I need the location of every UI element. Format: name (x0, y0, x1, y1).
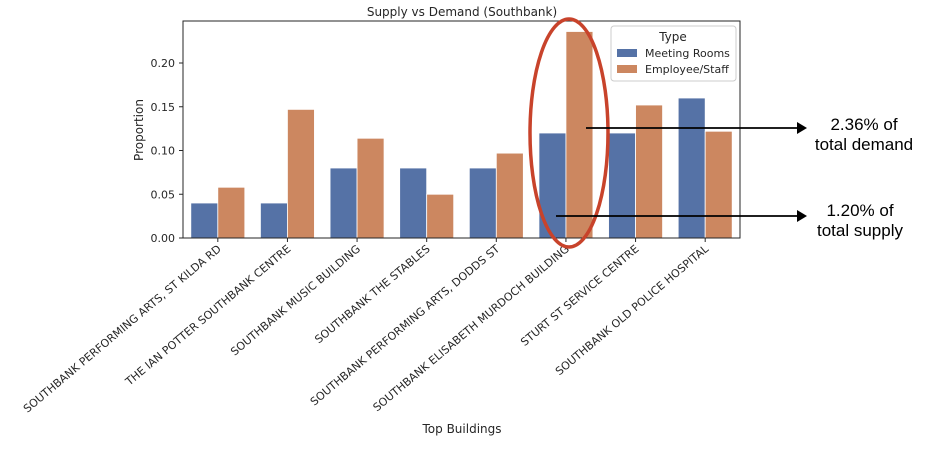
bar-employee-staff-2 (356, 137, 385, 239)
annotation-arrowhead-supply (797, 210, 807, 222)
bar-meeting-rooms-4 (468, 167, 497, 239)
bar-employee-staff-1 (287, 108, 315, 239)
chart-title: Supply vs Demand (Southbank) (367, 5, 557, 19)
y-tick-label: 0.05 (151, 188, 176, 201)
annotation-demand-line2: total demand (815, 135, 913, 154)
bar-meeting-rooms-0 (190, 202, 219, 239)
legend-swatch-meeting-rooms (617, 49, 637, 57)
legend-label-meeting-rooms: Meeting Rooms (645, 47, 730, 60)
x-tick-label-southbank-old-police-hospital: SOUTHBANK OLD POLICE HOSPITAL (553, 242, 712, 378)
y-tick-label: 0.15 (151, 101, 176, 114)
y-tick-label: 0.00 (151, 232, 176, 245)
bars-group (190, 31, 733, 239)
y-tick-label: 0.10 (151, 145, 176, 158)
annotation-supply-line1: 1.20% of (826, 201, 893, 220)
bar-meeting-rooms-3 (399, 167, 428, 239)
x-tick-label-southbank-music-building: SOUTHBANK MUSIC BUILDING (228, 242, 363, 358)
bar-meeting-rooms-1 (260, 202, 288, 239)
legend-box (610, 25, 737, 82)
bar-employee-staff-0 (217, 186, 246, 239)
y-axis-label: Proportion (132, 99, 146, 161)
bar-employee-staff-7 (704, 130, 733, 239)
bar-employee-staff-4 (495, 152, 524, 239)
y-tick-label: 0.20 (151, 57, 176, 70)
bar-employee-staff-5 (565, 31, 594, 239)
x-tick-label-southbank-the-stables: SOUTHBANK THE STABLES (312, 242, 432, 346)
x-axis: SOUTHBANK PERFORMING ARTS, ST KILDA RDTH… (21, 238, 712, 415)
x-axis-label: Top Buildings (422, 422, 502, 436)
bar-meeting-rooms-7 (677, 97, 706, 239)
bar-meeting-rooms-2 (329, 167, 358, 239)
highlight-ellipse (528, 17, 610, 249)
annotations: 2.36% of total demand 1.20% of total sup… (556, 115, 913, 240)
legend: Type Meeting Rooms Employee/Staff (610, 25, 737, 82)
plot-frame (182, 20, 741, 239)
legend-swatch-employee-staff (617, 65, 637, 73)
bar-employee-staff-6 (635, 104, 663, 239)
bar-employee-staff-3 (426, 193, 455, 239)
x-tick-label-sturt-st-service-centre: STURT ST SERVICE CENTRE (518, 242, 641, 348)
annotation-arrowhead-demand (797, 122, 807, 134)
annotation-supply-line2: total supply (817, 221, 903, 240)
y-axis: 0.00 0.05 0.10 0.15 0.20 (151, 57, 183, 245)
legend-title: Type (658, 30, 687, 44)
annotation-demand-line1: 2.36% of (830, 115, 897, 134)
bar-meeting-rooms-6 (608, 132, 636, 239)
legend-label-employee-staff: Employee/Staff (645, 63, 729, 76)
